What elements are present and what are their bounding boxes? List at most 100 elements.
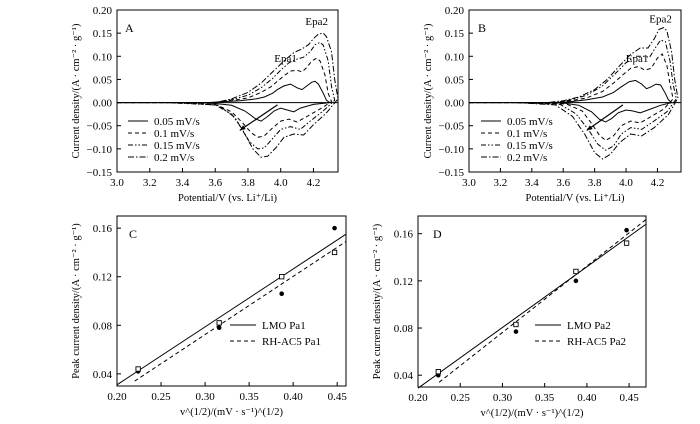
y-axis-label: Peak current density/(A · cm⁻² · g⁻¹) — [71, 223, 82, 379]
y-tick-label: 0.05 — [445, 74, 465, 86]
cv-curve — [469, 53, 674, 142]
data-point — [623, 240, 630, 246]
x-tick-label: 3.6 — [556, 177, 570, 189]
panel-a: 3.0 3.2 3.4 3.6 3.8 4.0 4.2 −0.15 −0.10 −0.05 0.00… — [71, 5, 339, 204]
x-axis-label: v^(1/2)/(mV · s⁻¹)^(1/2) — [481, 408, 584, 419]
x-tick-label: 3.0 — [110, 177, 124, 189]
y-tick-label: 0.20 — [93, 5, 113, 17]
cv-curve — [469, 27, 679, 160]
x-tick-label: 0.20 — [408, 392, 428, 404]
peak-label-epa2: Epa2 — [305, 16, 328, 28]
x-tick-label: 3.0 — [462, 177, 476, 189]
data-point — [332, 225, 337, 231]
y-tick-label: 0.16 — [394, 229, 414, 241]
x-axis-label: Potential/V (vs. Li⁺/Li) — [526, 193, 625, 204]
x-tick-label: 3.2 — [494, 177, 508, 189]
y-tick-label: 0.10 — [93, 51, 113, 63]
data-point — [279, 291, 285, 297]
x-tick-label: 0.35 — [535, 392, 555, 404]
plot-frame — [468, 9, 682, 173]
y-tick-label: 0.04 — [93, 369, 113, 381]
y-tick-label: 0.08 — [394, 323, 414, 335]
data-point — [624, 227, 629, 233]
x-tick-label: 0.30 — [195, 391, 215, 403]
legend-label: RH-AC5 Pa1 — [262, 336, 321, 348]
scan-rate-arrow — [239, 104, 278, 131]
peak-label-epa1: Epa1 — [626, 53, 649, 65]
cv-curve — [117, 32, 339, 158]
cv-curve — [117, 57, 333, 138]
cv-curve — [469, 79, 673, 123]
data-point — [216, 320, 222, 326]
panel-label: C — [129, 227, 137, 241]
cv-curve — [117, 80, 332, 122]
x-tick-label: 0.20 — [107, 391, 127, 403]
data-point — [513, 329, 519, 334]
x-tick-label: 0.25 — [151, 391, 171, 403]
y-axis-label: Current density/(A · cm⁻² · g⁻¹) — [423, 23, 434, 158]
data-point — [573, 278, 579, 284]
legend-label: 0.05 mV/s — [154, 116, 200, 128]
y-tick-label: 0.12 — [93, 272, 112, 284]
data-point — [435, 369, 441, 375]
data-point — [573, 268, 579, 275]
scan-rate-arrow — [586, 104, 624, 131]
y-tick-label: −0.05 — [87, 121, 113, 133]
legend-label: LMO Pa1 — [262, 320, 306, 332]
fit-line — [134, 241, 347, 382]
y-tick-label: 0.00 — [93, 98, 113, 110]
y-tick-label: −0.15 — [87, 167, 113, 179]
legend-label: RH-AC5 Pa2 — [567, 336, 626, 348]
x-tick-label: 0.25 — [451, 392, 471, 404]
arrow-head — [586, 125, 593, 131]
y-axis-label: Current density/(A · cm⁻² · g⁻¹) — [71, 23, 82, 158]
y-axis-label: Peak current density/(A · cm⁻² · g⁻¹) — [372, 223, 383, 379]
panel-label: D — [433, 227, 442, 241]
y-tick-label: −0.10 — [87, 144, 113, 156]
x-tick-label: 4.2 — [307, 177, 321, 189]
x-tick-label: 3.8 — [588, 177, 602, 189]
panel-label: A — [125, 21, 134, 35]
x-tick-label: 3.2 — [143, 177, 157, 189]
cv-curve — [469, 39, 677, 151]
y-tick-label: 0.08 — [93, 320, 113, 332]
x-axis-label: v^(1/2)/(mV · s⁻¹)^(1/2) — [180, 407, 283, 418]
plot-frame — [116, 215, 347, 387]
data-point — [331, 249, 338, 256]
x-axis-label: Potential/V (vs. Li⁺/Li) — [178, 193, 277, 204]
plot-frame — [417, 215, 647, 388]
peak-label-epa1: Epa1 — [274, 53, 297, 65]
legend-label: 0.1 mV/s — [154, 128, 194, 140]
legend-label: LMO Pa2 — [567, 320, 611, 332]
peak-label-epa2: Epa2 — [649, 13, 672, 25]
y-tick-label: 0.12 — [394, 276, 413, 288]
y-tick-label: −0.05 — [439, 121, 465, 133]
panel-b: 3.0 3.2 3.4 3.6 3.8 4.0 4.2 −0.15 −0.10 −0.05 0.00… — [423, 5, 682, 204]
y-tick-label: 0.16 — [93, 223, 113, 235]
data-point — [135, 366, 141, 372]
x-tick-label: 3.4 — [525, 177, 539, 189]
fit-line — [417, 223, 647, 389]
arrow-head — [239, 125, 246, 131]
plot-frame — [116, 9, 339, 173]
fit-line — [438, 219, 647, 383]
legend-label: 0.15 mV/s — [154, 140, 200, 152]
cv-curve — [117, 41, 336, 150]
x-tick-label: 0.30 — [493, 392, 513, 404]
x-tick-label: 0.40 — [284, 391, 304, 403]
legend-label: 0.2 mV/s — [507, 152, 547, 164]
x-tick-label: 0.35 — [239, 391, 259, 403]
data-point — [279, 274, 285, 280]
fit-line — [116, 233, 347, 386]
y-tick-label: 0.00 — [445, 98, 465, 110]
x-tick-label: 3.6 — [208, 177, 222, 189]
legend-label: 0.2 mV/s — [154, 152, 194, 164]
x-tick-label: 4.0 — [619, 177, 633, 189]
y-tick-label: 0.10 — [445, 51, 465, 63]
y-tick-label: 0.05 — [93, 74, 113, 86]
y-tick-label: 0.15 — [445, 28, 465, 40]
x-tick-label: 0.40 — [577, 392, 597, 404]
x-tick-label: 4.2 — [651, 177, 665, 189]
panel-c: 0.20 0.25 0.30 0.35 0.40 0.45 0.04 0.08 0.12 0.16… — [71, 215, 347, 418]
legend-label: 0.15 mV/s — [507, 140, 553, 152]
